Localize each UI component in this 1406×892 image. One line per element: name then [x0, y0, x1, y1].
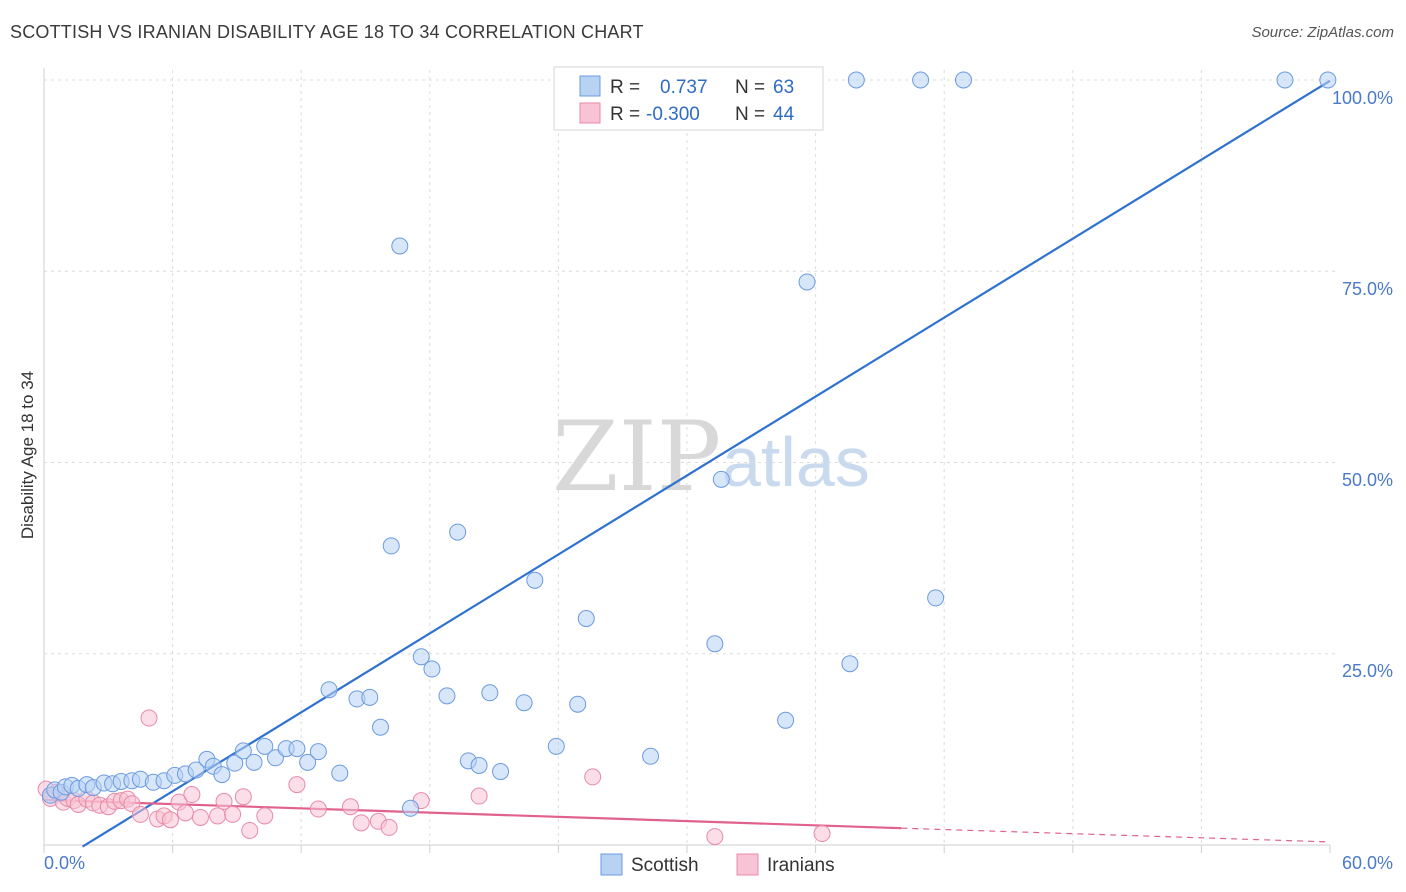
- scottish-point: [449, 523, 467, 541]
- data-points: [37, 71, 1337, 846]
- y-tick-label: 100.0%: [1332, 88, 1393, 108]
- y-axis-label: Disability Age 18 to 34: [18, 371, 37, 539]
- axes: [43, 68, 1331, 853]
- scottish-point: [712, 470, 730, 488]
- iranian-point: [234, 788, 252, 806]
- chart-title: SCOTTISH VS IRANIAN DISABILITY AGE 18 TO…: [10, 22, 644, 42]
- watermark-zip: ZIP: [552, 401, 721, 513]
- scottish-point: [847, 71, 865, 89]
- scottish-point: [470, 756, 488, 774]
- iranian-point: [140, 709, 158, 727]
- scottish-point: [382, 537, 400, 555]
- y-tick-label: 50.0%: [1342, 470, 1393, 490]
- iranian-point: [706, 828, 724, 846]
- iranian-point: [224, 805, 242, 823]
- series-legend: Scottish Iranians: [600, 853, 835, 876]
- source-credit: Source: ZipAtlas.com: [1251, 24, 1394, 41]
- scottish-point: [299, 753, 317, 771]
- scottish-point: [1276, 71, 1294, 89]
- legend-n-value: 44: [773, 104, 795, 125]
- iranian-point: [176, 804, 194, 822]
- iranian-point: [352, 814, 370, 832]
- scottish-point: [569, 695, 587, 713]
- scottish-point: [912, 71, 930, 89]
- scottish-point: [1319, 71, 1337, 89]
- scottish-point: [515, 694, 533, 712]
- iranian-point: [309, 800, 327, 818]
- iranian-point: [470, 787, 488, 805]
- scottish-point: [256, 737, 274, 755]
- scottish-point: [777, 711, 795, 729]
- scottish-point: [841, 655, 859, 673]
- legend-r-label: R =: [610, 104, 640, 125]
- scottish-point: [577, 610, 595, 628]
- scottish-point: [331, 764, 349, 782]
- y-tick-label: 75.0%: [1342, 279, 1393, 299]
- legend-r-value: 0.737: [660, 77, 708, 98]
- scottish-point: [245, 753, 263, 771]
- scottish-point: [361, 688, 379, 706]
- scottish-point: [391, 237, 409, 255]
- scottish-point: [288, 740, 306, 758]
- scottish-point: [187, 761, 205, 779]
- legend-r-value: -0.300: [646, 104, 700, 125]
- scottish-point: [402, 799, 420, 817]
- scottish-point: [927, 589, 945, 607]
- legend-swatch-scottish: [579, 75, 601, 97]
- iranian-point: [131, 805, 149, 823]
- scottish-point: [423, 660, 441, 678]
- x-tick-label-max: 60.0%: [1342, 853, 1393, 873]
- iranian-point: [380, 818, 398, 836]
- scottish-point: [226, 754, 244, 772]
- iranian-trend-extension: [901, 827, 1331, 843]
- scottish-point: [481, 684, 499, 702]
- legend-n-value: 63: [773, 77, 794, 98]
- iranian-point: [241, 821, 259, 839]
- scottish-point: [526, 571, 544, 589]
- correlation-legend: R = 0.737 N = 63 R = -0.300 N = 44: [553, 66, 824, 131]
- scottish-point: [213, 766, 231, 784]
- iranian-point: [256, 807, 274, 825]
- scottish-point: [492, 763, 510, 781]
- scottish-point: [372, 718, 390, 736]
- iranian-point: [183, 786, 201, 804]
- scottish-trend-line: [82, 79, 1331, 848]
- scottish-point: [642, 747, 660, 765]
- x-tick-label-min: 0.0%: [44, 853, 85, 873]
- iranian-point: [584, 768, 602, 786]
- scottish-point: [798, 273, 816, 291]
- legend-swatch-scottish: [600, 853, 623, 876]
- iranian-point: [215, 792, 233, 810]
- scottish-point: [706, 635, 724, 653]
- legend-r-label: R =: [610, 77, 640, 98]
- scottish-point: [234, 742, 252, 760]
- legend-swatch-iranians: [579, 102, 601, 124]
- y-tick-label: 25.0%: [1342, 661, 1393, 681]
- scottish-point: [320, 681, 338, 699]
- grid-lines: [44, 70, 1335, 845]
- iranian-point: [341, 798, 359, 816]
- legend-label-iranians: Iranians: [767, 855, 835, 876]
- iranian-point: [191, 808, 209, 826]
- scottish-point: [309, 743, 327, 761]
- legend-n-label: N =: [735, 104, 765, 125]
- legend-label-scottish: Scottish: [631, 855, 699, 876]
- iranian-point: [288, 776, 306, 794]
- scottish-point: [438, 687, 456, 705]
- scottish-point: [412, 648, 430, 666]
- legend-swatch-iranians: [736, 853, 759, 876]
- legend-n-label: N =: [735, 77, 765, 98]
- iranian-point: [813, 825, 831, 843]
- scottish-point: [547, 737, 565, 755]
- iranian-point: [161, 811, 179, 829]
- iranian-point: [209, 807, 227, 825]
- scottish-point: [954, 71, 972, 89]
